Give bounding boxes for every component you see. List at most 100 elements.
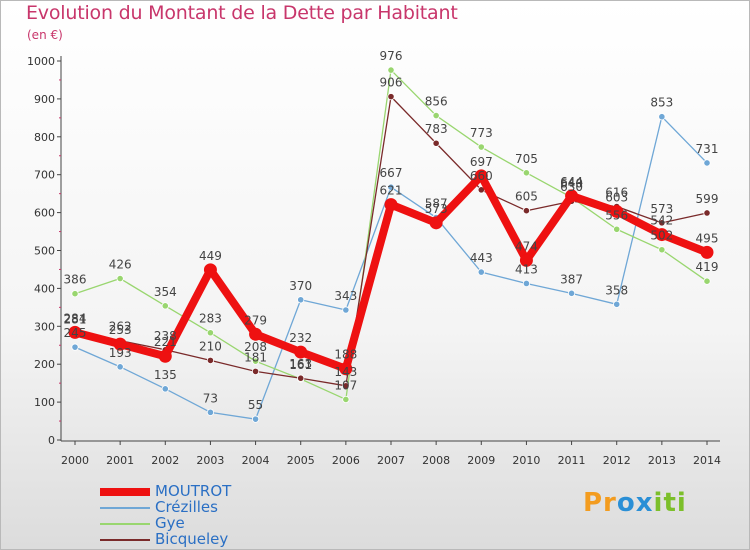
data-label: 599 <box>696 192 719 206</box>
data-point <box>703 159 711 167</box>
data-label: 221 <box>154 335 177 349</box>
data-point <box>565 189 579 203</box>
data-label: 853 <box>650 96 673 110</box>
data-point <box>71 290 79 298</box>
data-point <box>703 209 711 217</box>
data-label: 284 <box>64 311 87 325</box>
data-point <box>387 66 395 74</box>
data-label: 783 <box>425 122 448 136</box>
y-tick-label: 0 <box>48 434 55 447</box>
data-label: 73 <box>203 391 218 405</box>
data-point <box>613 300 621 308</box>
data-point <box>116 274 124 283</box>
x-tick-label: 2012 <box>603 454 631 467</box>
data-label: 731 <box>696 142 719 156</box>
x-tick-label: 2013 <box>648 454 676 467</box>
data-label: 603 <box>605 190 628 204</box>
data-label: 426 <box>109 258 132 272</box>
data-point <box>613 225 621 233</box>
data-point <box>522 169 531 177</box>
y-tick-label: 1000 <box>27 55 55 68</box>
x-tick-label: 2009 <box>467 454 495 467</box>
legend-swatch <box>100 507 150 509</box>
data-label: 370 <box>289 279 312 293</box>
data-label: 542 <box>650 214 673 228</box>
data-label: 419 <box>696 260 719 274</box>
data-label: 443 <box>470 251 493 265</box>
legend-swatch <box>100 523 150 525</box>
data-point <box>249 327 263 341</box>
data-point <box>251 415 260 423</box>
logo-part-2: ox <box>616 488 654 518</box>
data-point <box>297 374 305 382</box>
y-tick-label: 500 <box>34 245 55 258</box>
data-point <box>655 228 669 242</box>
data-point <box>703 277 711 285</box>
data-point <box>429 216 443 230</box>
y-tick-label: 300 <box>34 320 55 333</box>
data-label: 238 <box>154 329 177 343</box>
data-point <box>206 356 215 365</box>
data-point <box>610 204 624 218</box>
legend-label: Bicqueley <box>155 530 229 548</box>
data-point <box>116 363 124 371</box>
data-label: 386 <box>64 273 87 287</box>
x-tick-label: 2014 <box>693 454 721 467</box>
data-label: 210 <box>199 339 222 353</box>
data-point <box>432 139 440 147</box>
data-label: 181 <box>244 350 267 364</box>
data-label: 279 <box>244 313 267 327</box>
proxiti-logo: Proxiti <box>583 488 687 518</box>
data-label: 697 <box>470 155 493 169</box>
legend-swatch <box>100 539 150 541</box>
data-point <box>161 302 169 310</box>
x-tick-label: 2011 <box>558 454 586 467</box>
data-point <box>387 93 395 101</box>
data-label: 283 <box>199 312 222 326</box>
data-point <box>251 357 260 365</box>
data-label: 705 <box>515 152 538 166</box>
data-label: 193 <box>109 346 132 360</box>
data-label: 208 <box>244 340 267 354</box>
data-label: 502 <box>650 229 673 243</box>
data-label: 262 <box>109 320 132 334</box>
data-point <box>251 367 260 376</box>
data-point <box>519 253 533 267</box>
data-label: 605 <box>515 190 538 204</box>
logo-part-3: iti <box>653 488 687 518</box>
data-point <box>206 408 215 416</box>
data-label: 232 <box>289 331 312 345</box>
data-point <box>297 296 305 304</box>
data-point <box>342 306 350 314</box>
data-label: 616 <box>605 186 628 200</box>
x-tick-label: 2005 <box>287 454 315 467</box>
x-tick-label: 2001 <box>106 454 134 467</box>
data-label: 253 <box>109 323 132 337</box>
data-point <box>294 345 308 359</box>
data-point <box>158 349 172 363</box>
data-label: 660 <box>470 169 493 183</box>
chart-subtitle: (en €) <box>27 28 63 42</box>
data-point <box>161 385 169 393</box>
data-label: 856 <box>425 95 448 109</box>
data-label: 387 <box>560 272 583 286</box>
x-tick-label: 2007 <box>377 454 405 467</box>
y-tick-label: 900 <box>34 93 55 106</box>
data-label: 135 <box>154 368 177 382</box>
data-label: 163 <box>289 357 312 371</box>
data-point <box>522 207 531 215</box>
data-label: 573 <box>425 202 448 216</box>
data-label: 143 <box>334 365 357 379</box>
data-point <box>71 343 79 351</box>
y-tick-label: 100 <box>34 396 55 409</box>
data-point <box>477 268 485 276</box>
data-point <box>567 289 576 297</box>
data-label: 474 <box>515 239 538 253</box>
data-point <box>474 169 488 183</box>
data-point <box>522 279 531 288</box>
data-label: 587 <box>425 197 448 211</box>
y-tick-label: 200 <box>34 358 55 371</box>
legend-label: Gye <box>155 514 185 532</box>
data-label: 55 <box>248 398 263 412</box>
x-tick-label: 2002 <box>151 454 179 467</box>
